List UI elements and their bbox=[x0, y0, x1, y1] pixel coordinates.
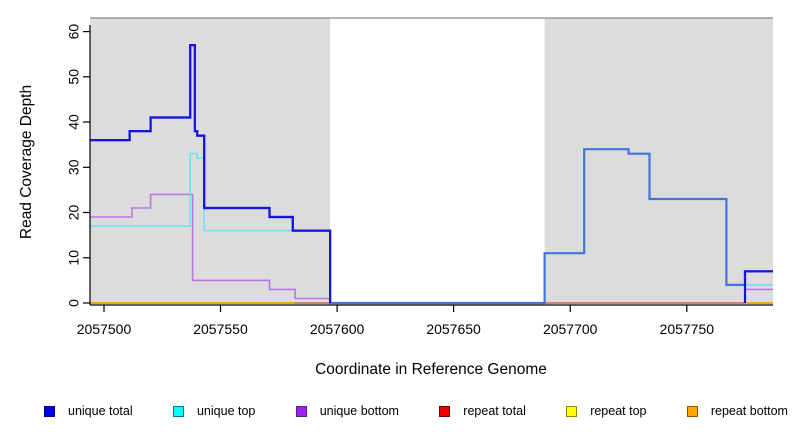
x-tick-label: 2057500 bbox=[77, 321, 132, 337]
right-repeat-region bbox=[544, 18, 773, 304]
series-unique-bottom-line bbox=[90, 193, 331, 303]
axes-layer: 0 10 20 30 40 50 60 2057500 2057550 2057600 205765… bbox=[66, 24, 773, 337]
legend-item-unique-top: unique top bbox=[172, 403, 256, 418]
legend-swatch-repeat-total-icon bbox=[439, 405, 451, 417]
legend-item-repeat-total: repeat total bbox=[439, 405, 526, 418]
legend-item-repeat-bottom: repeat bottom bbox=[686, 403, 788, 418]
y-tick-label: 0 bbox=[66, 299, 82, 307]
x-tick-label: 2057700 bbox=[543, 321, 598, 337]
legend-label: repeat total bbox=[463, 403, 526, 418]
x-tick-label: 2057550 bbox=[193, 321, 248, 337]
y-tick-label: 30 bbox=[66, 159, 82, 175]
legend-swatch-unique-bottom-icon bbox=[295, 405, 307, 417]
series-lines-layer bbox=[90, 44, 773, 305]
y-axis-title: Read Coverage Depth bbox=[18, 85, 35, 239]
y-tick-label: 40 bbox=[66, 114, 82, 130]
coverage-plot: 0 10 20 30 40 50 60 2057500 2057550 2057600 205765… bbox=[18, 17, 773, 378]
left-repeat-region bbox=[90, 18, 331, 304]
legend-label: unique bottom bbox=[319, 403, 399, 418]
legend-item-repeat-top: repeat top bbox=[566, 405, 646, 418]
legend: unique total unique top unique bottom repea… bbox=[44, 399, 788, 423]
series-unique-top-line bbox=[90, 152, 331, 303]
y-tick-label: 20 bbox=[66, 205, 82, 221]
legend-swatch-repeat-bottom-icon bbox=[686, 405, 698, 417]
legend-swatch-unique-total-icon bbox=[44, 405, 55, 417]
series-unique-total-line bbox=[90, 44, 332, 303]
y-tick-label: 50 bbox=[66, 69, 82, 85]
y-tick-label: 60 bbox=[66, 24, 82, 40]
series-unique-total-line bbox=[743, 270, 773, 303]
legend-label: repeat bottom bbox=[710, 403, 788, 418]
repeat-region-shading-layer bbox=[90, 17, 773, 304]
legend-item-unique-bottom: unique bottom bbox=[295, 403, 399, 418]
x-tick-label: 2057750 bbox=[660, 321, 715, 337]
x-tick-label: 2057600 bbox=[310, 321, 365, 337]
legend-label: unique top bbox=[196, 403, 256, 418]
legend-item-unique-total: unique total bbox=[44, 405, 133, 418]
legend-swatch-repeat-top-icon bbox=[566, 405, 578, 417]
legend-label: repeat top bbox=[590, 403, 647, 418]
x-axis-title: Coordinate in Reference Genome bbox=[315, 361, 547, 378]
x-tick-label: 2057650 bbox=[426, 321, 481, 337]
legend-label: unique total bbox=[68, 403, 133, 418]
legend-swatch-unique-top-icon bbox=[172, 405, 184, 417]
y-tick-label: 10 bbox=[66, 250, 82, 266]
